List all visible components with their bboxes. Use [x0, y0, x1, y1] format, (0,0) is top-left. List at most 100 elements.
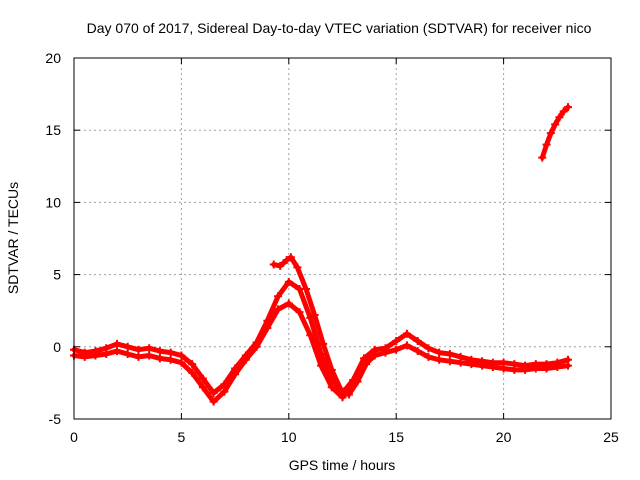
data-point	[274, 292, 283, 301]
data-point	[546, 129, 555, 138]
data-point	[381, 348, 390, 357]
data-point	[553, 363, 562, 372]
data-point	[145, 351, 154, 360]
y-tick-label: 5	[53, 267, 61, 283]
data-point	[166, 355, 175, 364]
data-point	[317, 361, 326, 370]
y-tick-label: 10	[45, 194, 61, 210]
data-point	[445, 357, 454, 366]
data-point	[155, 354, 164, 363]
data-point	[284, 299, 293, 308]
data-point	[198, 374, 207, 383]
data-point	[198, 383, 207, 392]
data-point	[282, 256, 291, 265]
data-point	[402, 341, 411, 350]
data-point	[478, 361, 487, 370]
data-point	[220, 387, 229, 396]
data-point	[402, 329, 411, 338]
data-point	[538, 153, 547, 162]
data-point	[209, 389, 218, 398]
y-tick-label: -5	[49, 411, 62, 427]
data-point	[338, 393, 347, 402]
data-point	[155, 347, 164, 356]
data-point	[231, 370, 240, 379]
data-point	[488, 363, 497, 372]
plot-frame	[73, 57, 612, 420]
data-point	[413, 347, 422, 356]
data-point	[134, 352, 143, 361]
data-point	[353, 377, 362, 386]
data-point	[102, 350, 111, 359]
data-point	[112, 347, 121, 356]
data-point	[80, 352, 89, 361]
data-point	[344, 390, 353, 399]
x-tick-label: 20	[496, 429, 512, 445]
data-point	[327, 365, 336, 374]
data-point	[413, 337, 422, 346]
data-point	[177, 358, 186, 367]
data-point	[435, 348, 444, 357]
data-point	[295, 308, 304, 317]
data-point	[286, 253, 295, 262]
data-point	[123, 342, 132, 351]
data-point	[456, 358, 465, 367]
data-point	[499, 364, 508, 373]
data-point	[293, 263, 302, 272]
data-point	[177, 351, 186, 360]
data-point	[310, 311, 319, 320]
data-point	[188, 360, 197, 369]
data-point	[263, 324, 272, 333]
data-point	[284, 277, 293, 286]
series-layer	[70, 103, 573, 406]
data-point	[521, 365, 530, 374]
data-point	[555, 113, 564, 122]
data-point	[327, 383, 336, 392]
data-point	[252, 342, 261, 351]
data-point	[542, 140, 551, 149]
data-point	[123, 350, 132, 359]
data-point	[166, 348, 175, 357]
data-point	[134, 345, 143, 354]
axis-ticks: 0 5 10 15 20 25 -5 0 5 10 15 20	[45, 50, 619, 445]
data-point	[424, 352, 433, 361]
data-point	[269, 260, 278, 269]
data-point	[424, 344, 433, 353]
data-point	[370, 347, 379, 356]
x-axis-label: GPS time / hours	[289, 457, 396, 473]
data-point	[542, 364, 551, 373]
x-tick-label: 15	[388, 429, 404, 445]
data-point	[241, 355, 250, 364]
data-point	[209, 397, 218, 406]
x-tick-label: 10	[281, 429, 297, 445]
data-point	[359, 354, 368, 363]
data-point	[274, 305, 283, 314]
data-point	[319, 339, 328, 348]
data-point	[564, 361, 573, 370]
data-point	[112, 339, 121, 348]
data-point	[559, 107, 568, 116]
y-tick-label: 15	[45, 122, 61, 138]
y-tick-label: 0	[53, 339, 61, 355]
chart-title: Day 070 of 2017, Sidereal Day-to-day VTE…	[87, 20, 592, 36]
data-point	[467, 360, 476, 369]
data-point	[276, 261, 285, 270]
data-point	[188, 368, 197, 377]
data-point	[435, 355, 444, 364]
data-point	[392, 345, 401, 354]
data-point	[91, 351, 100, 360]
y-axis-label: SDTVAR / TECUs	[5, 182, 21, 294]
data-point	[145, 344, 154, 353]
data-point	[445, 350, 454, 359]
data-point	[564, 103, 573, 112]
data-point	[336, 384, 345, 393]
data-point	[551, 120, 560, 129]
data-point	[306, 331, 315, 340]
x-tick-label: 5	[178, 429, 186, 445]
data-point	[362, 360, 371, 369]
x-tick-label: 0	[70, 429, 78, 445]
data-point	[510, 365, 519, 374]
y-tick-label: 20	[45, 50, 61, 66]
data-point	[392, 337, 401, 346]
x-tick-label: 25	[603, 429, 619, 445]
